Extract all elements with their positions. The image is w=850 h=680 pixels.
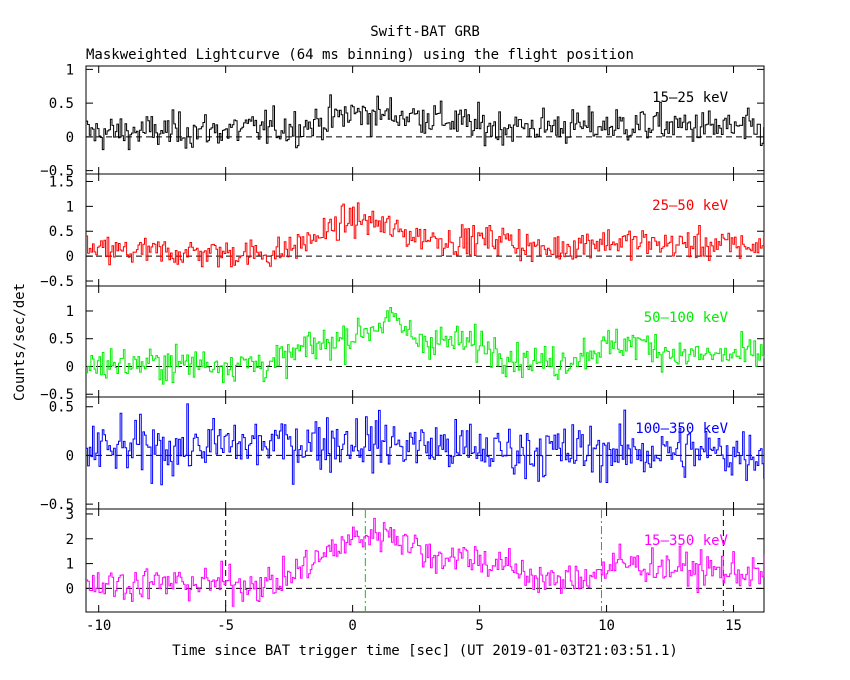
- y-tick-label: 2: [66, 532, 74, 548]
- panel-4: 0 1 2 3 -10 -5 0 5 10 15 15–350 keV: [66, 507, 765, 634]
- x-tick-label: -10: [86, 618, 111, 634]
- y-tick-label: 0.5: [49, 96, 74, 112]
- y-tick-label: 0: [66, 448, 74, 464]
- panel-3: −0.5 0 0.5 100–350 keV: [40, 396, 765, 513]
- x-tick-label: 5: [475, 618, 483, 634]
- y-tick-label: 0: [66, 359, 74, 375]
- y-tick-label: 0.5: [49, 332, 74, 348]
- panel-energy-label: 15–350 keV: [644, 533, 729, 549]
- y-tick-label: −0.5: [40, 497, 74, 513]
- panel-frame: [85, 396, 765, 510]
- panel-energy-label: 100–350 keV: [635, 421, 728, 437]
- y-tick-label: −0.5: [40, 387, 74, 403]
- y-tick-label: 1.5: [49, 174, 74, 190]
- panel-frame: [85, 65, 765, 175]
- y-tick-label: 3: [66, 507, 74, 523]
- y-tick-label: 0.5: [49, 400, 74, 416]
- panel-energy-label: 25–50 keV: [652, 198, 728, 214]
- y-tick-label: 1: [66, 304, 74, 320]
- x-axis-label: Time since BAT trigger time [sec] (UT 20…: [172, 643, 678, 659]
- y-tick-label: 1: [66, 199, 74, 215]
- y-tick-label: 0.5: [49, 224, 74, 240]
- y-tick-label: 1: [66, 62, 74, 78]
- series-line: [86, 307, 765, 385]
- y-tick-label: 0: [66, 130, 74, 146]
- y-axis-label: Counts/sec/det: [12, 283, 28, 401]
- panel-1: −0.5 0 0.5 1 1.5 25–50 keV: [40, 173, 765, 290]
- panel-frame: [85, 285, 765, 398]
- x-tick-label: 15: [725, 618, 742, 634]
- series-line: [86, 202, 765, 268]
- y-tick-label: 0: [66, 249, 74, 265]
- chart-subtitle: Maskweighted Lightcurve (64 ms binning) …: [86, 47, 634, 63]
- panel-energy-label: 15–25 keV: [652, 90, 728, 106]
- y-tick-label: 1: [66, 557, 74, 573]
- x-tick-label: 0: [348, 618, 356, 634]
- series-line: [86, 517, 765, 607]
- series-line: [86, 94, 765, 151]
- x-tick-label: 10: [598, 618, 615, 634]
- panel-2: −0.5 0 0.5 1 50–100 keV: [40, 285, 765, 403]
- panel-energy-label: 50–100 keV: [644, 310, 729, 326]
- y-tick-label: −0.5: [40, 164, 74, 180]
- x-tick-label: -5: [217, 618, 234, 634]
- series-line: [86, 403, 765, 486]
- y-tick-label: −0.5: [40, 274, 74, 290]
- chart-title: Swift-BAT GRB: [370, 24, 480, 40]
- panel-0: −0.5 0 0.5 1 15–25 keV: [40, 62, 765, 180]
- y-tick-label: 0: [66, 581, 74, 597]
